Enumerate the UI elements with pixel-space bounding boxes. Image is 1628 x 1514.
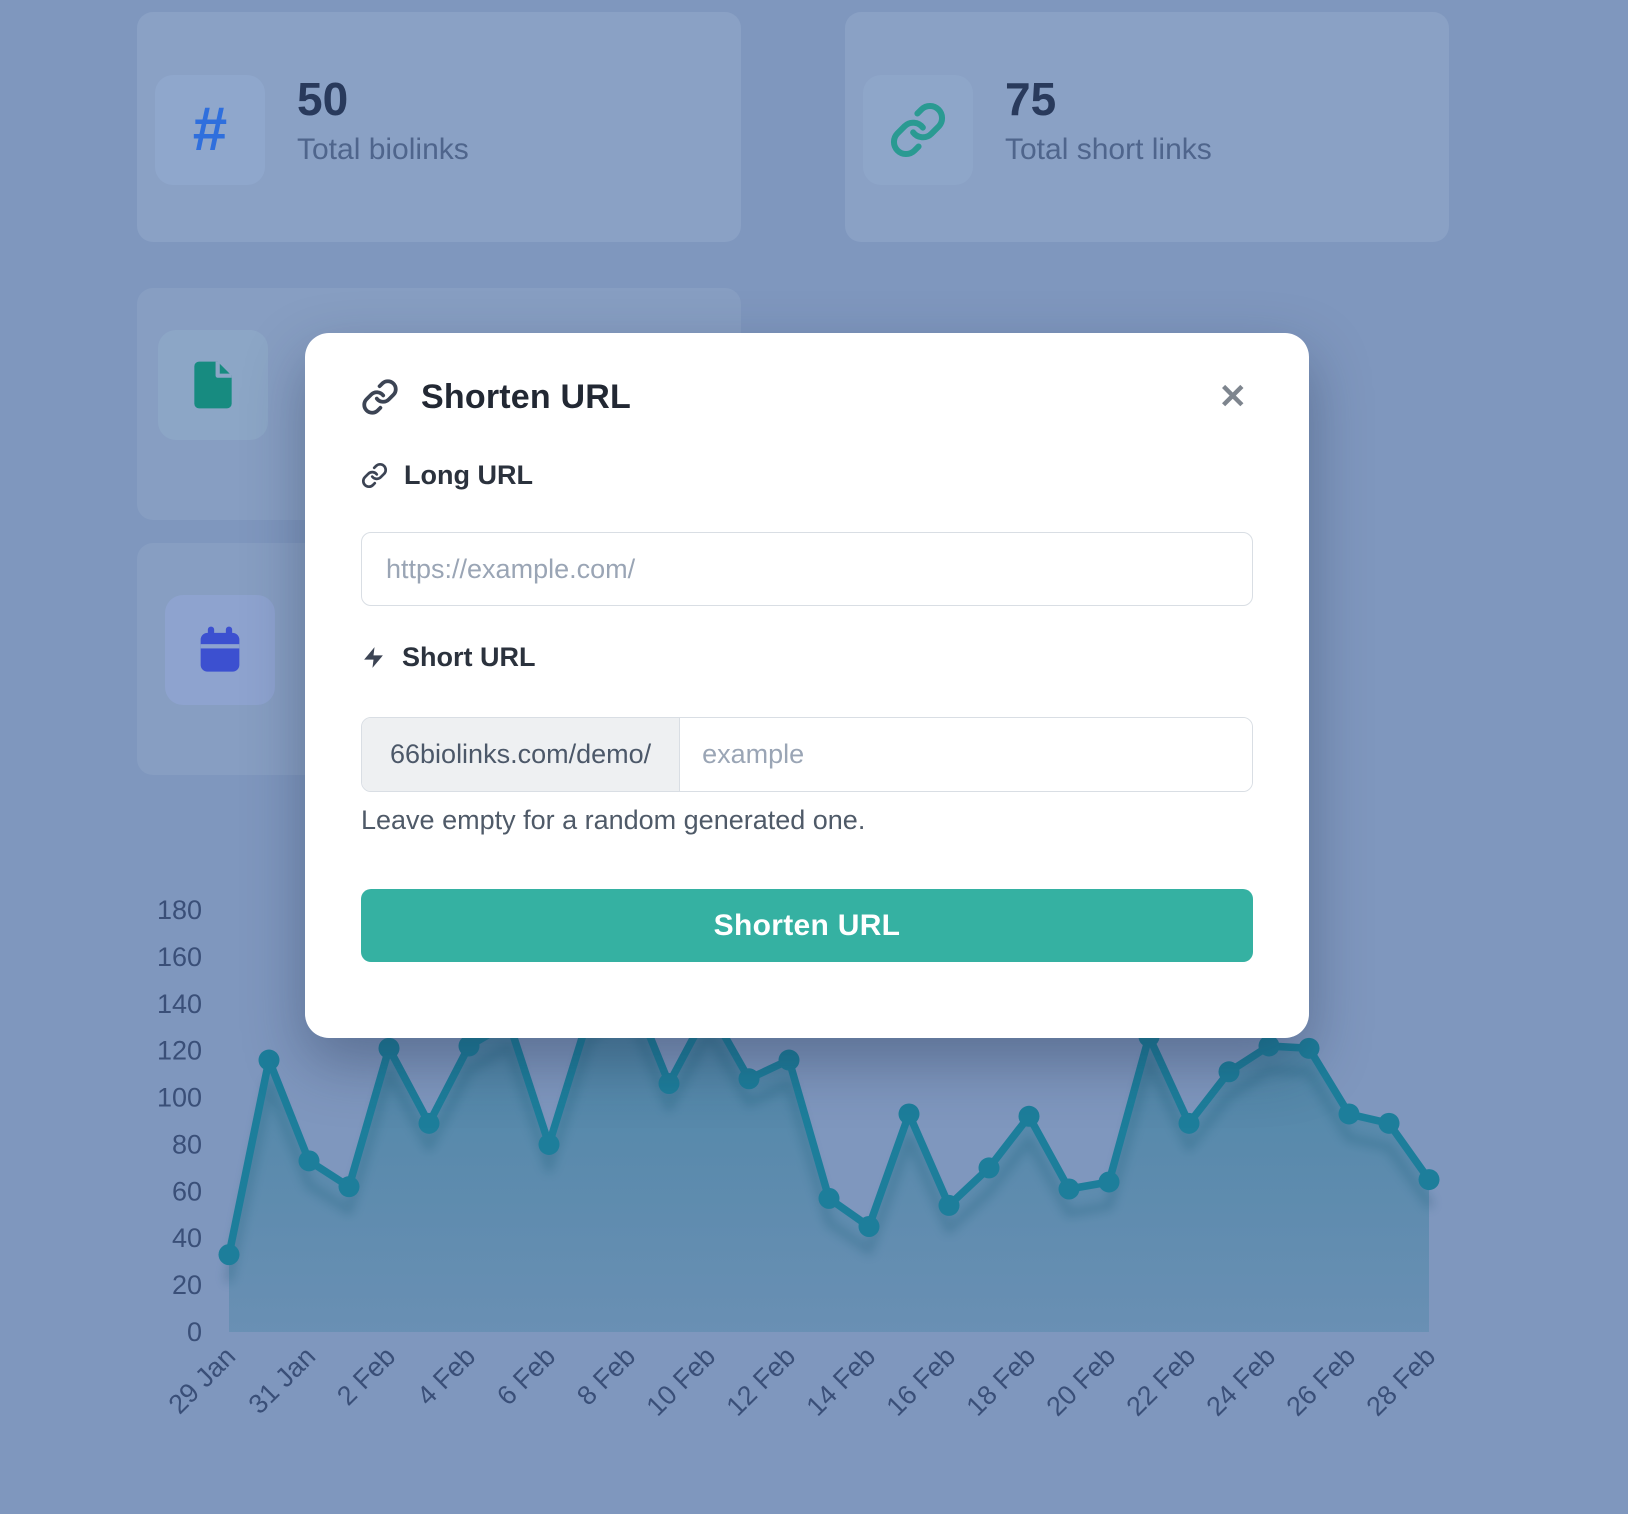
total-shortlinks-label: Total short links [1005, 132, 1212, 166]
total-biolinks-label: Total biolinks [297, 132, 469, 166]
link-icon-tile [863, 75, 973, 185]
hash-icon-tile: # [155, 75, 265, 185]
svg-text:22 Feb: 22 Feb [1121, 1341, 1202, 1422]
svg-text:120: 120 [157, 1036, 202, 1066]
stat-card-biolinks: # 50 Total biolinks [137, 12, 741, 242]
short-url-hint: Leave empty for a random generated one. [361, 805, 866, 835]
svg-text:0: 0 [187, 1317, 202, 1347]
total-biolinks-value: 50 [297, 73, 349, 125]
short-url-label: Short URL [402, 641, 536, 672]
short-url-input[interactable] [680, 718, 1252, 791]
svg-text:6 Feb: 6 Feb [491, 1341, 561, 1411]
file-icon-tile [158, 330, 268, 440]
svg-text:160: 160 [157, 942, 202, 972]
long-url-label: Long URL [404, 459, 533, 490]
svg-text:26 Feb: 26 Feb [1281, 1341, 1362, 1422]
hash-icon: # [192, 95, 228, 164]
modal-header: Shorten URL ✕ [361, 373, 1253, 421]
lightning-icon [364, 646, 383, 668]
calendar-icon [200, 626, 240, 672]
svg-text:80: 80 [172, 1129, 202, 1159]
long-url-input[interactable] [361, 532, 1253, 606]
svg-text:8 Feb: 8 Feb [571, 1341, 641, 1411]
short-url-prefix: 66biolinks.com/demo/ [362, 718, 681, 791]
svg-text:2 Feb: 2 Feb [331, 1341, 401, 1411]
svg-text:20 Feb: 20 Feb [1041, 1341, 1122, 1422]
svg-text:14 Feb: 14 Feb [801, 1341, 882, 1422]
svg-text:20: 20 [172, 1270, 202, 1300]
svg-text:140: 140 [157, 989, 202, 1019]
svg-text:28 Feb: 28 Feb [1361, 1341, 1442, 1422]
modal-title: Shorten URL [421, 377, 631, 416]
svg-text:180: 180 [157, 895, 202, 925]
long-url-label-row: Long URL [361, 458, 1253, 492]
svg-text:40: 40 [172, 1223, 202, 1253]
link-icon [362, 379, 398, 415]
short-url-input-group: 66biolinks.com/demo/ [361, 717, 1253, 792]
svg-text:12 Feb: 12 Feb [721, 1341, 802, 1422]
svg-text:100: 100 [157, 1083, 202, 1113]
file-icon [194, 361, 232, 409]
shorten-url-button[interactable]: Shorten URL [361, 889, 1253, 962]
svg-text:18 Feb: 18 Feb [961, 1341, 1042, 1422]
short-url-label-row: Short URL [361, 640, 1253, 674]
svg-text:31 Jan: 31 Jan [243, 1341, 322, 1420]
svg-text:4 Feb: 4 Feb [411, 1341, 481, 1411]
svg-text:16 Feb: 16 Feb [881, 1341, 962, 1422]
calendar-icon-tile [165, 595, 275, 705]
stat-card-shortlinks: 75 Total short links [845, 12, 1449, 242]
link-icon [361, 462, 388, 488]
link-icon [890, 102, 946, 158]
close-icon[interactable]: ✕ [1213, 376, 1254, 418]
svg-text:29 Jan: 29 Jan [163, 1341, 242, 1420]
shorten-url-modal: Shorten URL ✕ Long URL Short URL 66bioli… [305, 333, 1309, 1038]
svg-text:24 Feb: 24 Feb [1201, 1341, 1282, 1422]
total-shortlinks-value: 75 [1005, 73, 1057, 125]
svg-text:60: 60 [172, 1176, 202, 1206]
svg-text:10 Feb: 10 Feb [641, 1341, 722, 1422]
